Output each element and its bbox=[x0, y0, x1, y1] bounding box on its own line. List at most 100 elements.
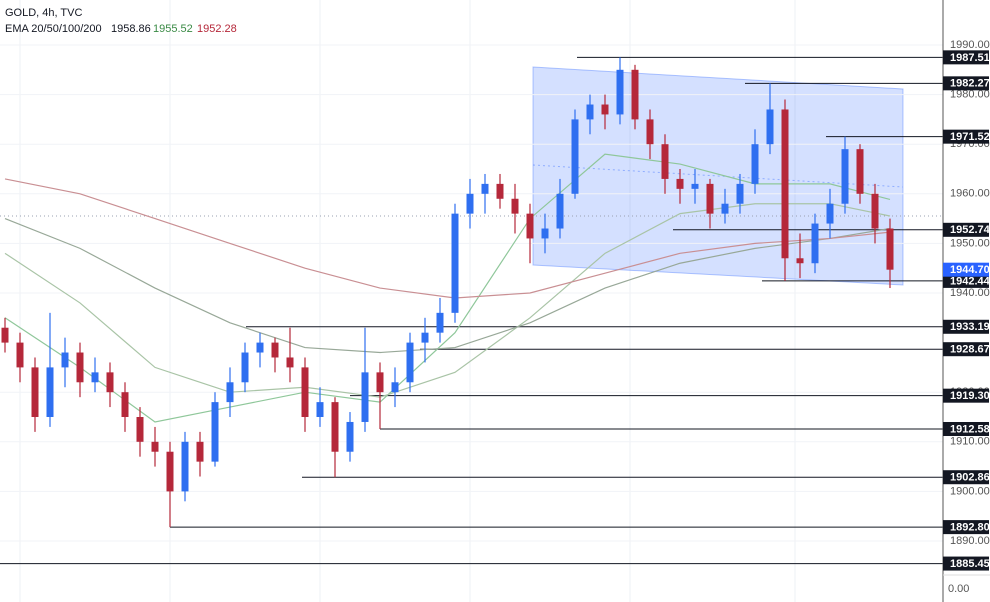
level-label-box bbox=[943, 342, 989, 357]
plot-background bbox=[0, 0, 943, 602]
last-price-label: 1944.70 bbox=[950, 264, 990, 276]
candle-body bbox=[511, 198, 519, 214]
candle-body bbox=[286, 357, 294, 368]
y-tick-label: 1910.00 bbox=[950, 436, 990, 448]
candle-body bbox=[406, 342, 414, 383]
candle-body bbox=[541, 228, 549, 239]
level-label-box bbox=[943, 520, 989, 535]
candle-body bbox=[136, 417, 144, 442]
level-label-box bbox=[943, 319, 989, 334]
candle-body bbox=[346, 421, 354, 452]
candle-body bbox=[16, 342, 24, 368]
y-tick-label: 1980.00 bbox=[950, 89, 990, 101]
candle-body bbox=[166, 451, 174, 492]
candle-body bbox=[436, 312, 444, 333]
candle-body bbox=[601, 104, 609, 115]
candle-body bbox=[526, 213, 534, 239]
level-label-box bbox=[943, 129, 989, 144]
y-tick-label: 1900.00 bbox=[950, 485, 990, 497]
candle-body bbox=[61, 352, 69, 368]
level-label: 1912.58 bbox=[950, 423, 990, 435]
y-tick-label: 1960.00 bbox=[950, 188, 990, 200]
y-tick-label: 1950.00 bbox=[950, 237, 990, 249]
candle-body bbox=[106, 372, 114, 393]
candle-body bbox=[631, 69, 639, 120]
level-label-box bbox=[943, 76, 989, 91]
candle-body bbox=[301, 367, 309, 417]
candle-body bbox=[46, 367, 54, 417]
candle-body bbox=[616, 69, 624, 115]
ema-value: 1955.52 bbox=[153, 23, 193, 35]
candle-body bbox=[826, 203, 834, 224]
level-label: 1982.27 bbox=[950, 78, 990, 90]
candle-body bbox=[781, 109, 789, 259]
ema-value: 1952.28 bbox=[197, 23, 237, 35]
chart-title: GOLD, 4h, TVC bbox=[5, 7, 82, 19]
y-tick-label: 1990.00 bbox=[950, 39, 990, 51]
candle-body bbox=[376, 372, 384, 393]
level-label: 1885.45 bbox=[950, 558, 990, 570]
indicator-name: EMA 20/50/100/200 bbox=[5, 23, 102, 35]
candle-body bbox=[421, 332, 429, 343]
candle-body bbox=[871, 193, 879, 229]
candle-body bbox=[736, 183, 744, 204]
y-tick-label: 1890.00 bbox=[950, 535, 990, 547]
ema-value: 1958.86 bbox=[111, 23, 151, 35]
candle-body bbox=[316, 402, 324, 417]
candle-body bbox=[706, 183, 714, 214]
price-axis bbox=[943, 0, 990, 602]
candle-body bbox=[571, 119, 579, 194]
candle-body bbox=[271, 342, 279, 358]
candle-body bbox=[256, 342, 264, 353]
candle-body bbox=[841, 149, 849, 204]
candle-body bbox=[646, 119, 654, 145]
level-label: 1928.67 bbox=[950, 344, 990, 356]
level-label: 1952.74 bbox=[950, 224, 990, 236]
level-label: 1942.44 bbox=[950, 275, 990, 287]
level-label: 1919.30 bbox=[950, 390, 990, 402]
candle-body bbox=[496, 183, 504, 199]
candle-body bbox=[91, 372, 99, 383]
pane-tick-label: 0.00 bbox=[948, 583, 969, 595]
level-label-box bbox=[943, 50, 989, 65]
y-tick-label: 1940.00 bbox=[950, 287, 990, 299]
price-channel bbox=[532, 66, 904, 286]
candle-body bbox=[691, 183, 699, 189]
level-label-box bbox=[943, 556, 989, 571]
candle-body bbox=[241, 352, 249, 383]
level-label-box bbox=[943, 273, 989, 288]
candle-body bbox=[451, 213, 459, 313]
candle-body bbox=[586, 104, 594, 120]
level-label: 1971.52 bbox=[950, 131, 990, 143]
candle-body bbox=[466, 193, 474, 214]
candle-body bbox=[676, 178, 684, 189]
candle-body bbox=[886, 228, 894, 270]
candle-body bbox=[391, 382, 399, 393]
candle-body bbox=[361, 372, 369, 422]
vertical-grid bbox=[19, 0, 796, 602]
ema-line bbox=[4, 203, 891, 398]
level-label-box bbox=[943, 222, 989, 237]
level-label: 1892.80 bbox=[950, 522, 990, 534]
candle-body bbox=[76, 352, 84, 383]
channel-midline bbox=[532, 164, 904, 188]
candle-body bbox=[196, 441, 204, 462]
candle-body bbox=[31, 367, 39, 417]
candle-body bbox=[331, 402, 339, 452]
last-price-box bbox=[943, 262, 989, 277]
level-label: 1987.51 bbox=[950, 52, 990, 64]
candle-body bbox=[751, 144, 759, 184]
level-label-box bbox=[943, 388, 989, 403]
candle-body bbox=[481, 183, 489, 194]
candle-body bbox=[811, 223, 819, 264]
level-label: 1933.19 bbox=[950, 321, 990, 333]
candle-body bbox=[181, 441, 189, 492]
candle-body bbox=[766, 109, 774, 145]
candle-body bbox=[211, 402, 219, 462]
candle-body bbox=[856, 149, 864, 194]
candle-body bbox=[151, 441, 159, 452]
level-label-box bbox=[943, 422, 989, 437]
candle-body bbox=[796, 258, 804, 264]
candle-body bbox=[121, 392, 129, 417]
